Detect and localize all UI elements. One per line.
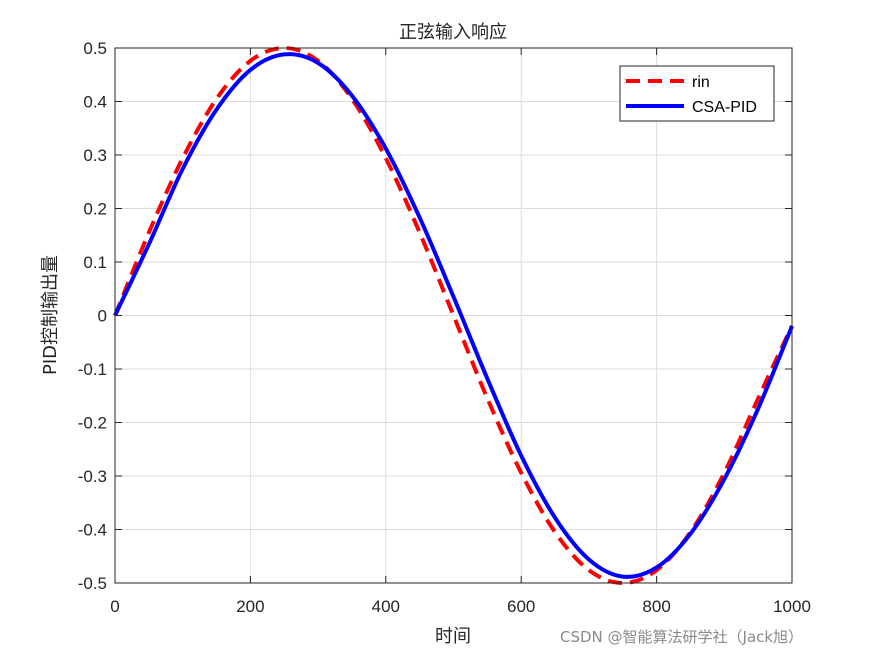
series-line-csa-pid: [113, 52, 794, 579]
chart-title: 正弦输入响应: [399, 22, 507, 43]
y-tick-label: 0.1: [83, 253, 107, 272]
tick-labels: 0 200 400 600 800 1000 -0.5 -0.4 -0.3 -0.2 -0.1 0 0.…: [78, 39, 811, 616]
legend-box: [619, 65, 775, 122]
y-tick-label: 0.2: [83, 200, 107, 219]
y-tick-label: -0.2: [78, 414, 107, 433]
y-tick-label: -0.3: [78, 467, 107, 486]
x-tick-label: 600: [507, 597, 535, 616]
x-tick-label: 0: [110, 597, 119, 616]
x-tick-label: 400: [372, 597, 400, 616]
x-axis-label: 时间: [435, 626, 471, 647]
series-layer: [113, 46, 794, 585]
y-tick-label: -0.4: [78, 521, 107, 540]
y-tick-label: 0.3: [83, 146, 107, 165]
legend: rin CSA-PID: [619, 65, 775, 122]
x-tick-label: 200: [236, 597, 264, 616]
x-tick-label: 800: [642, 597, 670, 616]
grid: [114, 47, 793, 584]
ticks: [114, 47, 793, 584]
y-tick-label: -0.1: [78, 360, 107, 379]
x-tick-label: 1000: [773, 597, 811, 616]
y-tick-label: 0.5: [83, 39, 107, 58]
y-axis-label: PID控制输出量: [40, 255, 61, 375]
y-tick-label: -0.5: [78, 574, 107, 593]
y-tick-label: 0: [98, 307, 107, 326]
watermark: CSDN @智能算法研学社（Jack旭）: [560, 628, 804, 646]
legend-label-rin: rin: [692, 74, 710, 91]
y-tick-label: 0.4: [83, 93, 107, 112]
legend-label-csa-pid: CSA-PID: [692, 99, 757, 116]
